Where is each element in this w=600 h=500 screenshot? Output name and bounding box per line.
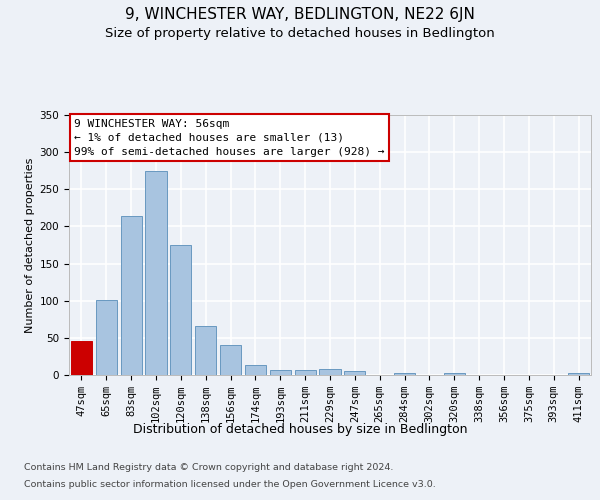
Bar xyxy=(96,300,117,375)
Bar xyxy=(568,373,589,375)
Bar xyxy=(319,369,341,375)
Y-axis label: Number of detached properties: Number of detached properties xyxy=(25,158,35,332)
Bar xyxy=(394,373,415,375)
Bar xyxy=(295,370,316,375)
Bar xyxy=(245,366,266,375)
Bar xyxy=(195,326,216,375)
Text: Contains HM Land Registry data © Crown copyright and database right 2024.: Contains HM Land Registry data © Crown c… xyxy=(24,462,394,471)
Text: 9 WINCHESTER WAY: 56sqm
← 1% of detached houses are smaller (13)
99% of semi-det: 9 WINCHESTER WAY: 56sqm ← 1% of detached… xyxy=(74,119,385,157)
Bar xyxy=(444,373,465,375)
Bar xyxy=(170,245,191,375)
Text: Distribution of detached houses by size in Bedlington: Distribution of detached houses by size … xyxy=(133,422,467,436)
Bar xyxy=(121,216,142,375)
Bar xyxy=(344,372,365,375)
Bar xyxy=(270,370,291,375)
Bar xyxy=(220,346,241,375)
Bar xyxy=(71,341,92,375)
Text: Contains public sector information licensed under the Open Government Licence v3: Contains public sector information licen… xyxy=(24,480,436,489)
Bar xyxy=(145,172,167,375)
Text: Size of property relative to detached houses in Bedlington: Size of property relative to detached ho… xyxy=(105,28,495,40)
Text: 9, WINCHESTER WAY, BEDLINGTON, NE22 6JN: 9, WINCHESTER WAY, BEDLINGTON, NE22 6JN xyxy=(125,8,475,22)
